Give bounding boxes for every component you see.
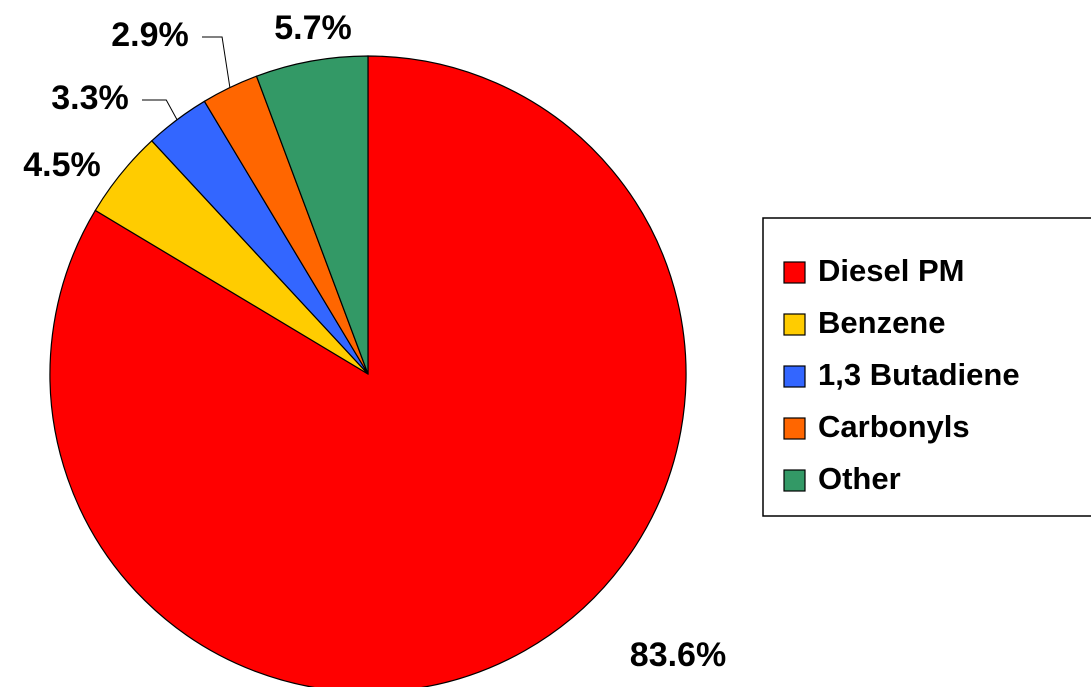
legend-swatch xyxy=(783,313,806,336)
legend-swatch xyxy=(783,417,806,440)
value-label: 2.9% xyxy=(111,16,189,54)
leader-line xyxy=(142,99,178,120)
legend-swatch xyxy=(783,365,806,388)
leader-line xyxy=(202,36,231,88)
value-label: 4.5% xyxy=(23,146,101,184)
legend-label: Carbonyls xyxy=(818,409,970,444)
legend-box xyxy=(762,217,1091,517)
value-label: 83.6% xyxy=(630,636,726,674)
legend-label: Benzene xyxy=(818,305,945,340)
legend-label: 1,3 Butadiene xyxy=(818,357,1020,392)
legend-swatch xyxy=(783,261,806,284)
legend-label: Diesel PM xyxy=(818,253,964,288)
value-label: 5.7% xyxy=(274,9,352,47)
legend-swatch xyxy=(783,469,806,492)
legend-label: Other xyxy=(818,461,901,496)
value-label: 3.3% xyxy=(51,79,129,117)
pie-slice xyxy=(255,55,369,375)
